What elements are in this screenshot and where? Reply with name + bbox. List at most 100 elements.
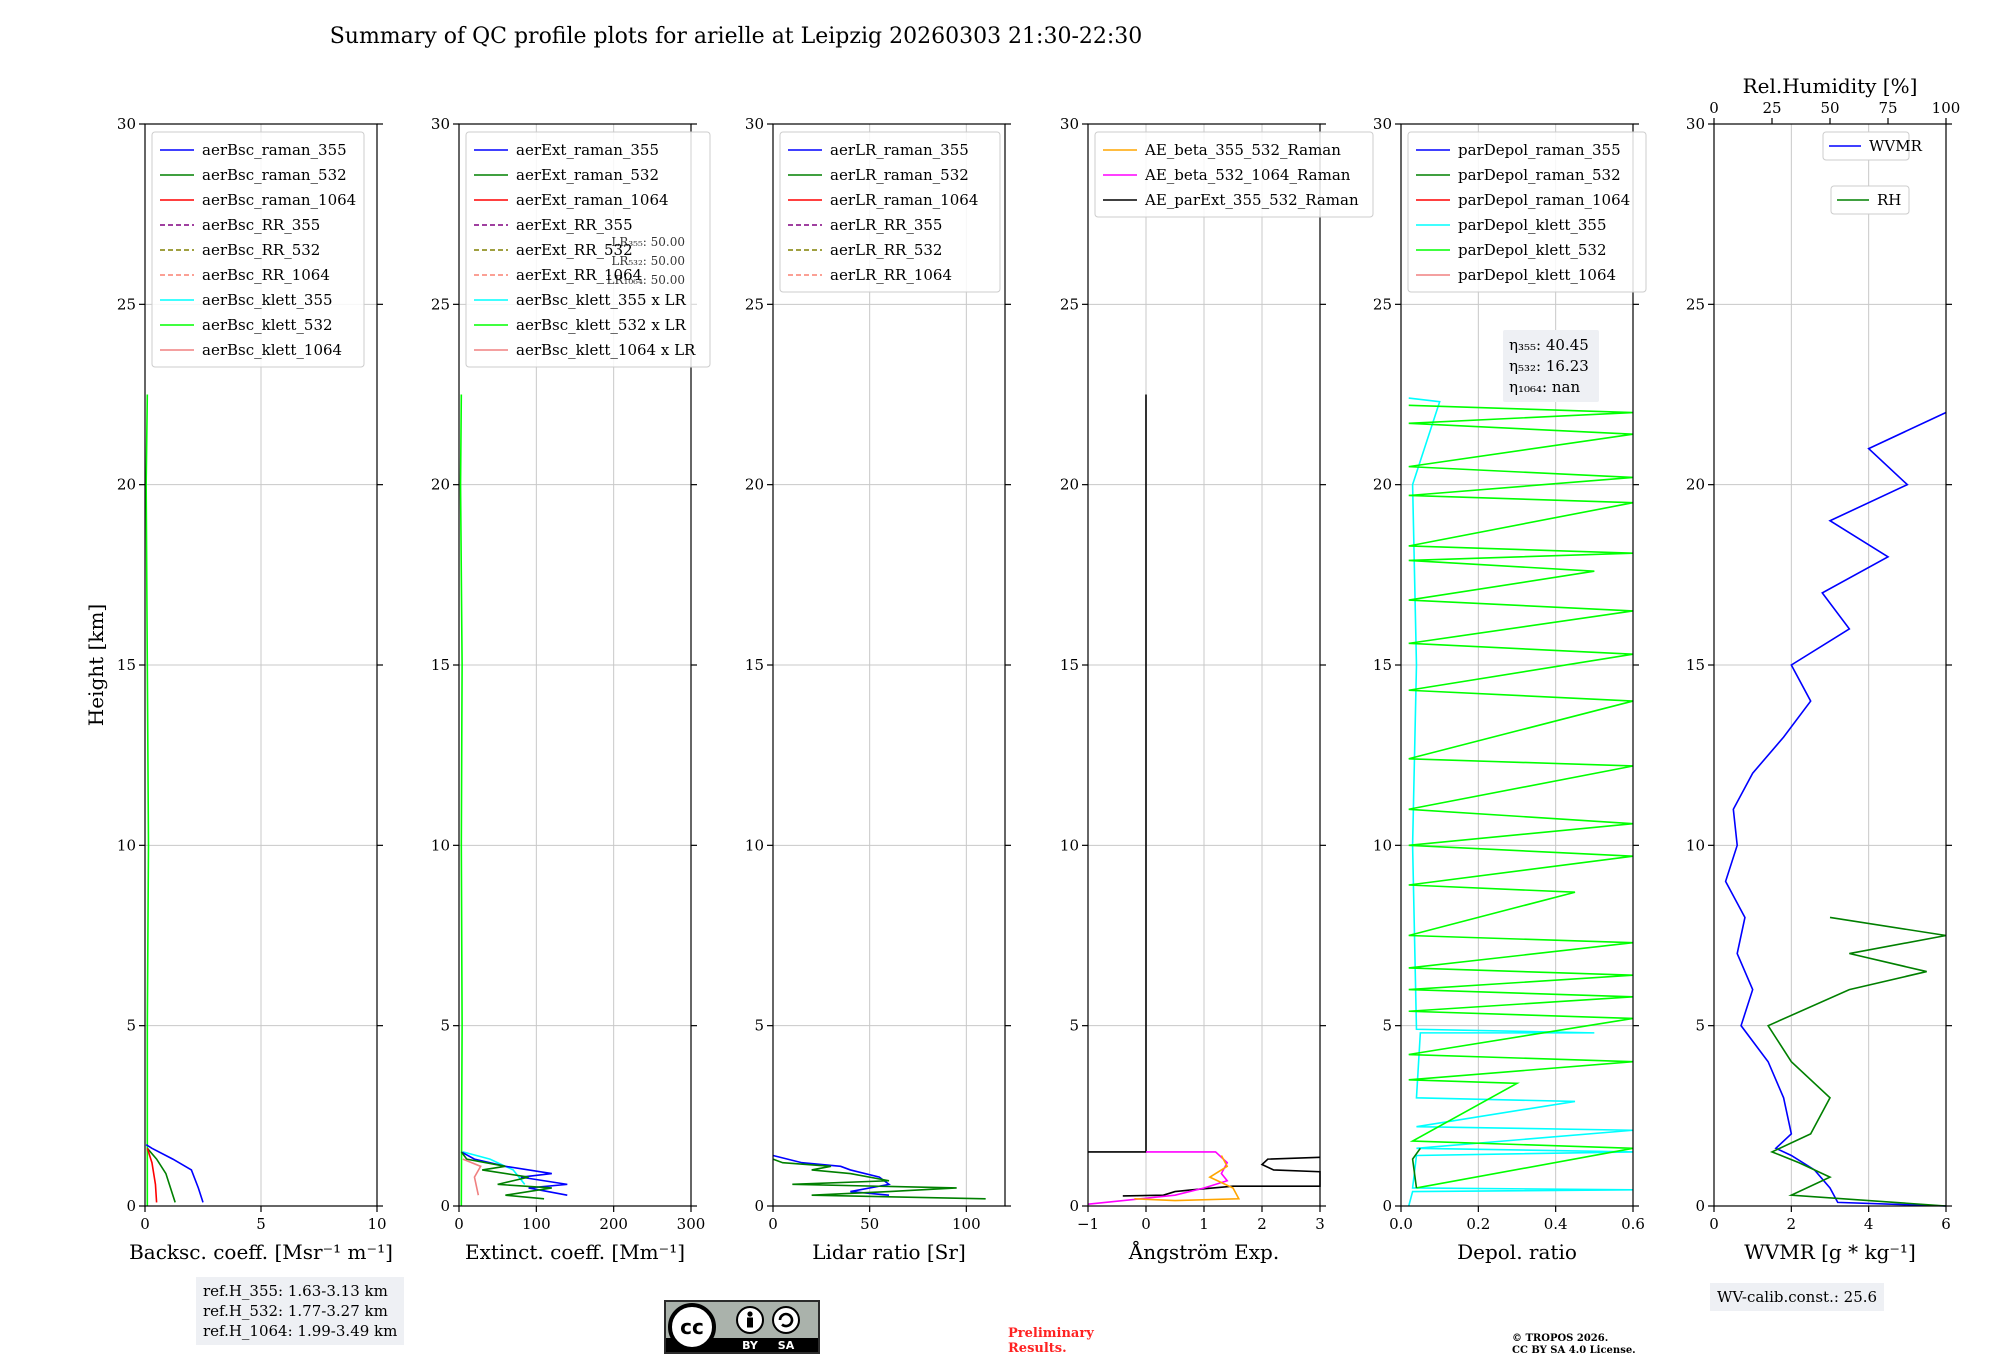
x-tick-label: 0: [1141, 1215, 1151, 1233]
copyright-line-2: CC BY SA 4.0 License.: [1512, 1345, 1636, 1356]
sa-icon: [772, 1306, 800, 1334]
series-parDepol_klett_532: [1408, 404, 1634, 1189]
legend-label: parDepol_klett_355: [1458, 216, 1607, 234]
y-tick-label: 10: [1060, 836, 1079, 854]
lr-note: LR₃₅₅: 50.00: [611, 235, 685, 249]
y-tick-label: 15: [745, 656, 764, 674]
series-aerBsc_raman_1064: [146, 1148, 158, 1203]
x-tick-label: 10: [367, 1215, 386, 1233]
y-tick-label: 15: [117, 656, 136, 674]
legend: parDepol_raman_355 parDepol_raman_532 parD…: [1407, 131, 1647, 293]
legend-label: aerBsc_raman_532: [202, 166, 347, 184]
legend-label: parDepol_raman_355: [1458, 141, 1621, 159]
x-tick-label: 3: [1315, 1215, 1325, 1233]
legend-item: RH: [1830, 185, 1910, 215]
y-tick-label: 30: [1373, 115, 1392, 133]
x-tick-label: 50: [860, 1215, 879, 1233]
x-tick-label: 1: [1199, 1215, 1209, 1233]
legend-box: [1094, 131, 1374, 218]
legend-label: aerBsc_klett_1064: [202, 341, 342, 359]
ref-height-1064: ref.H_1064: 1.99-3.49 km: [203, 1322, 398, 1340]
legend-label: aerExt_RR_1064: [516, 266, 642, 284]
eta-note: η₃₅₅: 40.45: [1509, 336, 1589, 354]
legend-label: aerLR_RR_532: [830, 241, 942, 259]
legend-label: aerBsc_raman_1064: [202, 191, 356, 209]
y-tick-label: 20: [1686, 476, 1705, 494]
series-WVMR: [1724, 411, 1947, 1207]
eta-note: η₁₀₆₄: nan: [1509, 378, 1580, 396]
y-tick-label: 0: [440, 1197, 450, 1215]
legend-label: aerExt_RR_532: [516, 241, 633, 259]
x-tick-label: 2: [1787, 1215, 1797, 1233]
panel-depol: 0 5 10 15 20 25 30 0.0 0.2 0.4 0.6 Depol. ratio parD…: [1373, 115, 1647, 1264]
series-aerBsc_raman_532: [146, 1147, 176, 1203]
series-aerBsc_klett_532 x LR: [459, 394, 463, 1207]
lr-note: LR₅₃₂: 50.00: [611, 254, 685, 268]
ref-height-532: ref.H_532: 1.77-3.27 km: [203, 1302, 388, 1320]
y-tick-label: 25: [431, 295, 450, 313]
x-tick-label: 0.2: [1466, 1215, 1490, 1233]
legend-label: RH: [1877, 191, 1901, 209]
y-axis-label: Height [km]: [84, 604, 108, 726]
x-tick-label: 0: [1709, 1215, 1719, 1233]
legend-label: aerBsc_klett_355 x LR: [516, 291, 687, 309]
y-tick-label: 20: [117, 476, 136, 494]
legend-label: aerBsc_RR_355: [202, 216, 320, 234]
legend-label: aerBsc_klett_355: [202, 291, 333, 309]
y-tick-label: 20: [1060, 476, 1079, 494]
figure-title: Summary of QC profile plots for arielle …: [330, 24, 1143, 49]
wv-calib-note: WV-calib.const.: 25.6: [1710, 1283, 1885, 1311]
legend-box: [779, 131, 1001, 293]
y-tick-label: 30: [745, 115, 764, 133]
legend-box: [1822, 131, 1910, 161]
legend-label: aerBsc_RR_532: [202, 241, 320, 259]
y-tick-label: 25: [1373, 295, 1392, 313]
y-tick-label: 0: [1382, 1197, 1392, 1215]
legend-label: aerBsc_klett_532 x LR: [516, 316, 687, 334]
legend-label: aerLR_raman_1064: [830, 191, 978, 209]
y-tick-label: 10: [745, 836, 764, 854]
y-tick-label: 10: [1373, 836, 1392, 854]
legend-label: aerExt_raman_355: [516, 141, 659, 159]
by-label: BY: [742, 1339, 759, 1352]
legend-label: parDepol_raman_532: [1458, 166, 1621, 184]
legend: AE_beta_355_532_Raman AE_beta_532_1064_Ra…: [1094, 131, 1374, 218]
series-RH: [1766, 916, 1947, 1207]
preliminary-line-1: Preliminary: [1008, 1326, 1094, 1341]
legend-label: parDepol_klett_1064: [1458, 266, 1616, 284]
y-tick-label: 20: [745, 476, 764, 494]
y-tick-label: 15: [1373, 656, 1392, 674]
y-tick-label: 5: [126, 1017, 136, 1035]
y-tick-label: 15: [1686, 656, 1705, 674]
legend-label: aerBsc_raman_355: [202, 141, 347, 159]
y-tick-label: 25: [1686, 295, 1705, 313]
panel-lr: 0 5 10 15 20 25 30 0 50 100 Lidar ratio [Sr] aerLR_…: [745, 115, 1011, 1264]
series-aerExt_raman_532: [460, 1151, 552, 1200]
legend-label: aerBsc_klett_1064 x LR: [516, 341, 696, 359]
x-tick-label: 100: [522, 1215, 551, 1233]
y-tick-label: 5: [754, 1017, 764, 1035]
y-tick-label: 20: [431, 476, 450, 494]
preliminary-note: Preliminary Results.: [1008, 1326, 1094, 1356]
y-tick-label: 0: [754, 1197, 764, 1215]
eta-note: η₅₃₂: 16.23: [1509, 357, 1589, 375]
legend-label: aerBsc_klett_532: [202, 316, 333, 334]
y-tick-label: 30: [431, 115, 450, 133]
y-tick-label: 30: [1060, 115, 1079, 133]
legend-box: [151, 131, 365, 368]
legend-label: aerExt_raman_1064: [516, 191, 669, 209]
legend-label: AE_beta_355_532_Raman: [1144, 141, 1341, 159]
x-tick-label: 0: [768, 1215, 778, 1233]
legend-box: [465, 131, 711, 368]
x-axis-label: WVMR [g * kg⁻¹]: [1744, 1240, 1916, 1264]
legend-label: aerExt_RR_355: [516, 216, 633, 234]
y-tick-label: 5: [1069, 1017, 1079, 1035]
top-tick-label: 50: [1820, 99, 1839, 117]
y-tick-label: 10: [431, 836, 450, 854]
x-tick-label: 2: [1257, 1215, 1267, 1233]
lr-note: LR₁₀₆₄: 50.00: [607, 273, 685, 287]
legend-label: parDepol_klett_532: [1458, 241, 1607, 259]
series-parDepol_raman_532: [1411, 1147, 1421, 1189]
